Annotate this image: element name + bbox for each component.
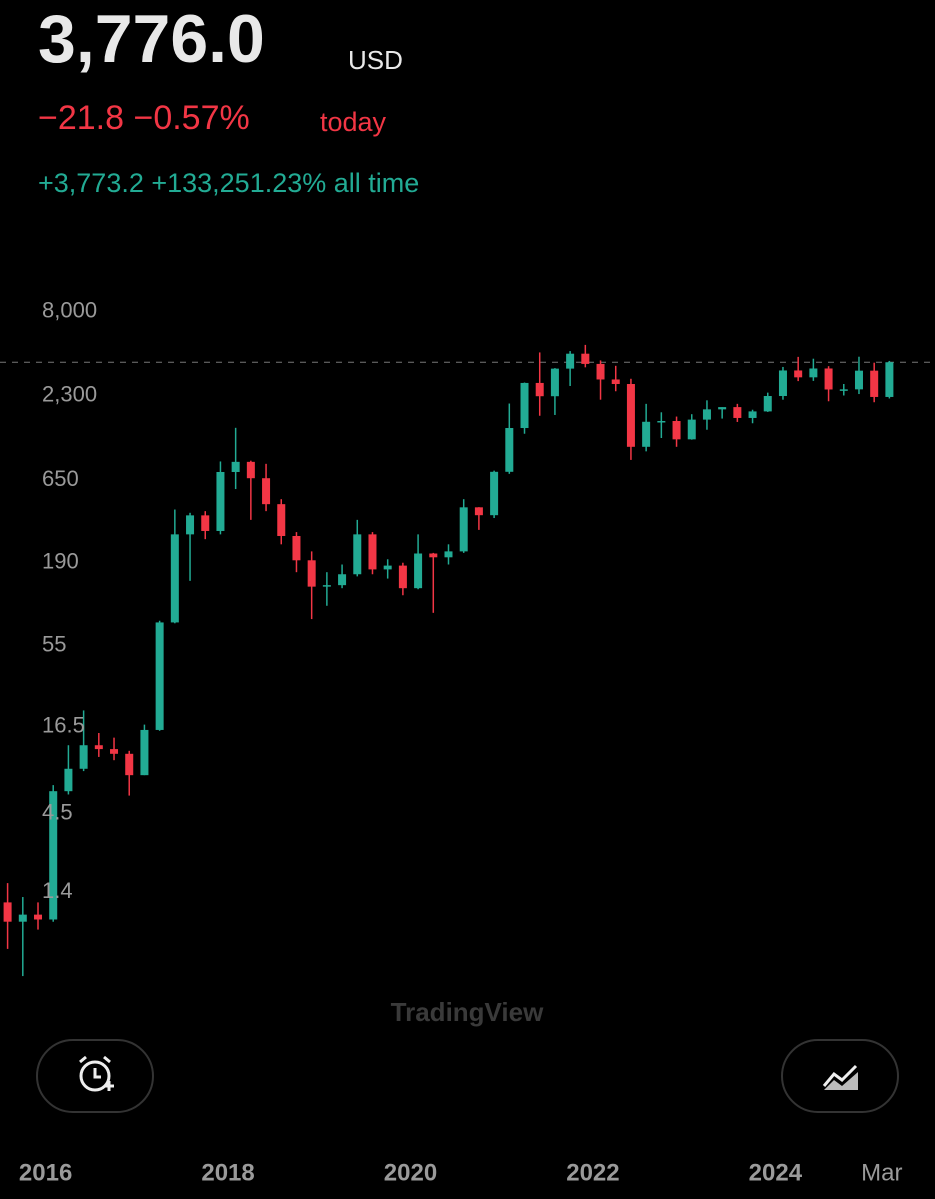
- candle-body: [216, 471, 225, 531]
- candle-body: [748, 411, 757, 418]
- today-label: today: [320, 107, 387, 137]
- candle-body: [79, 745, 88, 769]
- candle-body: [763, 396, 772, 412]
- x-tick-label: 2018: [201, 1159, 254, 1186]
- candle-body: [353, 534, 362, 575]
- y-tick-label: 1.4: [42, 878, 73, 903]
- chart-icon: [822, 1064, 858, 1087]
- candle-body: [231, 461, 240, 472]
- candle-body: [885, 362, 894, 397]
- candle-body: [581, 353, 590, 364]
- candle-body: [383, 565, 392, 570]
- candle-body: [824, 368, 833, 390]
- candle-body: [110, 749, 119, 754]
- candle-body: [687, 419, 696, 440]
- price: 3,776.0: [38, 1, 265, 77]
- candle-body: [186, 515, 195, 535]
- alarm-button[interactable]: [36, 1039, 154, 1113]
- currency: USD: [348, 45, 403, 75]
- candle-body: [733, 407, 742, 418]
- y-tick-label: 2,300: [42, 381, 97, 406]
- candle-body: [642, 421, 651, 447]
- candle-body: [550, 368, 559, 397]
- candle-body: [34, 914, 43, 920]
- candle-body: [307, 560, 316, 587]
- candle-body: [474, 507, 483, 516]
- y-tick-label: 190: [42, 549, 79, 574]
- alarm-icon[interactable]: [79, 1060, 111, 1092]
- y-tick-label: 650: [42, 466, 79, 491]
- x-tick-label: Mar: [861, 1159, 902, 1186]
- candle-body: [626, 384, 635, 447]
- candle-body: [702, 409, 711, 420]
- watermark: TradingView: [391, 997, 544, 1027]
- candle-body: [566, 353, 575, 369]
- button-outline[interactable]: [781, 1039, 899, 1113]
- candle-body: [809, 368, 818, 378]
- x-tick-label: 2022: [566, 1159, 619, 1186]
- x-tick-label: 2016: [19, 1159, 72, 1186]
- y-tick-label: 4.5: [42, 800, 73, 825]
- chart-style-button[interactable]: [781, 1039, 899, 1113]
- candle-body: [611, 379, 620, 385]
- candle-body: [64, 768, 73, 792]
- candle-body: [794, 370, 803, 378]
- candle-body: [505, 428, 514, 472]
- candle-body: [262, 478, 271, 505]
- candle-body: [839, 389, 848, 391]
- x-tick-label: 2024: [749, 1159, 803, 1186]
- candle-body: [672, 421, 681, 440]
- candle-body: [94, 745, 103, 750]
- alarm-icon-detail: [79, 1055, 114, 1091]
- candle-body: [718, 407, 727, 410]
- candle-body: [398, 565, 407, 589]
- candle-body: [277, 504, 286, 537]
- candle-body: [140, 729, 149, 776]
- candle-body: [322, 585, 331, 587]
- candle-body: [490, 471, 499, 516]
- candle-body: [292, 536, 301, 561]
- candle-body: [854, 370, 863, 390]
- candle-body: [778, 370, 787, 397]
- change-all-time: +3,773.2 +133,251.23% all time: [38, 168, 419, 198]
- candle-body: [49, 791, 58, 920]
- candle-body: [368, 534, 377, 570]
- plot: [0, 344, 935, 977]
- candle-body: [535, 382, 544, 397]
- candle-body: [520, 382, 529, 429]
- candle-body: [459, 507, 468, 552]
- candle-body: [18, 914, 27, 922]
- candle-body: [155, 622, 164, 730]
- candle-body: [338, 574, 347, 586]
- candle-body: [414, 553, 423, 589]
- candle-body: [201, 515, 210, 531]
- y-tick-label: 55: [42, 632, 66, 657]
- x-tick-label: 2020: [384, 1159, 437, 1186]
- candle-body: [444, 551, 453, 558]
- chart-icon-area: [824, 1072, 858, 1090]
- candle-body: [170, 534, 179, 623]
- candle-body: [429, 553, 438, 558]
- candle-body: [657, 421, 666, 423]
- candle-body: [246, 461, 255, 479]
- candle-body: [870, 370, 879, 397]
- candle-body: [125, 753, 134, 776]
- change-today: −21.8 −0.57%: [38, 99, 250, 137]
- candle-body: [596, 363, 605, 380]
- candle-body: [3, 902, 12, 922]
- y-tick-label: 16.5: [42, 712, 85, 737]
- y-tick-label: 8,000: [42, 298, 97, 323]
